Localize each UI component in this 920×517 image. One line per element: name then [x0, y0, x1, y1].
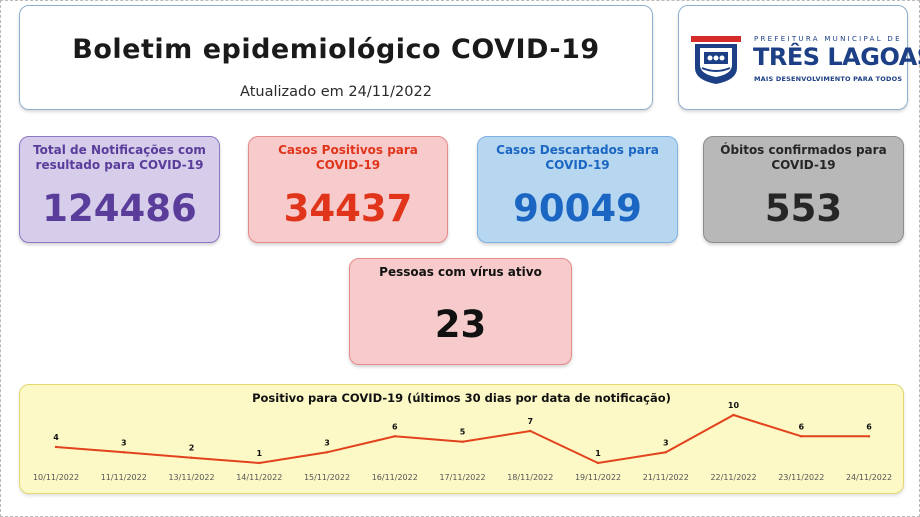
data-point [54, 445, 58, 449]
data-label: 1 [595, 449, 601, 458]
x-tick-label: 15/11/2022 [304, 473, 350, 482]
logo-city-name: TRÊS LAGOAS [753, 43, 920, 71]
data-point [190, 456, 193, 459]
data-label: 6 [798, 422, 804, 431]
data-point [732, 413, 735, 417]
data-label: 4 [53, 433, 59, 442]
x-tick-label: 16/11/2022 [372, 473, 418, 482]
data-label: 6 [866, 422, 872, 431]
data-point [529, 429, 532, 433]
discarded-cases-label: Casos Descartados para COVID-19 [496, 143, 659, 172]
data-point [461, 440, 464, 443]
city-emblem-icon [691, 36, 741, 84]
data-point [258, 461, 261, 465]
total-notifications-label: Total de Notificações com resultado para… [33, 143, 206, 172]
x-tick-label: 19/11/2022 [575, 473, 621, 482]
positive-cases-value: 34437 [283, 187, 413, 230]
deaths-card: Óbitos confirmados para COVID-19 553 [703, 136, 904, 243]
data-label: 7 [527, 417, 533, 426]
data-point [393, 435, 396, 438]
x-tick-label: 13/11/2022 [168, 473, 214, 482]
x-tick-label: 18/11/2022 [507, 473, 553, 482]
x-tick-label: 21/11/2022 [643, 473, 689, 482]
data-point [664, 451, 667, 454]
logo-tagline: MAIS DESENVOLVIMENTO PARA TODOS [754, 75, 903, 83]
data-label: 3 [324, 438, 330, 447]
data-point [122, 451, 125, 454]
data-point [596, 461, 600, 465]
positive-cases-card: Casos Positivos para COVID-19 34437 [248, 136, 448, 243]
header-card: Boletim epidemiológico COVID-19 Atualiza… [19, 5, 653, 110]
series-line [55, 413, 869, 465]
x-tick-label: 17/11/2022 [439, 473, 485, 482]
x-tick-label: 14/11/2022 [236, 473, 282, 482]
positive-line-chart: 4 3 2 1 3 6 5 7 1 3 10 6 6 10/11/2022 11/11/2022 13/11/… [33, 401, 892, 482]
discarded-cases-card: Casos Descartados para COVID-19 90049 [477, 136, 678, 243]
x-tick-label: 11/11/2022 [101, 473, 147, 482]
data-label: 3 [121, 438, 127, 447]
data-point [325, 451, 329, 454]
deaths-label: Óbitos confirmados para COVID-19 [720, 143, 887, 172]
active-virus-value: 23 [434, 303, 487, 346]
discarded-cases-value: 90049 [513, 187, 642, 230]
x-tick-label: 23/11/2022 [778, 473, 824, 482]
x-tick-label: 22/11/2022 [710, 473, 756, 482]
positive-chart-card: Positivo para COVID-19 (últimos 30 dias … [19, 384, 904, 494]
data-label: 10 [728, 401, 740, 410]
chart-title: Positivo para COVID-19 (últimos 30 dias … [252, 391, 671, 405]
page-title: Boletim epidemiológico COVID-19 [72, 34, 600, 65]
active-virus-card: Pessoas com vírus ativo 23 [349, 258, 572, 365]
data-label: 2 [189, 444, 195, 453]
deaths-value: 553 [764, 187, 843, 230]
logo-card: PREFEITURA MUNICIPAL DE TRÊS LAGOAS MAIS… [678, 5, 920, 110]
total-notifications-card: Total de Notificações com resultado para… [19, 136, 220, 243]
data-point [867, 435, 871, 438]
updated-date: Atualizado em 24/11/2022 [240, 84, 432, 100]
data-label: 1 [256, 449, 262, 458]
x-tick-label: 10/11/2022 [33, 473, 79, 482]
total-notifications-value: 124486 [42, 187, 197, 230]
logo-prefeitura-text: PREFEITURA MUNICIPAL DE [754, 35, 902, 43]
data-label: 3 [663, 438, 669, 447]
active-virus-label: Pessoas com vírus ativo [379, 265, 542, 279]
data-label: 5 [460, 428, 466, 437]
x-tick-label: 24/11/2022 [846, 473, 892, 482]
positive-cases-label: Casos Positivos para COVID-19 [278, 143, 418, 172]
data-label: 6 [392, 422, 398, 431]
data-point [800, 435, 803, 438]
